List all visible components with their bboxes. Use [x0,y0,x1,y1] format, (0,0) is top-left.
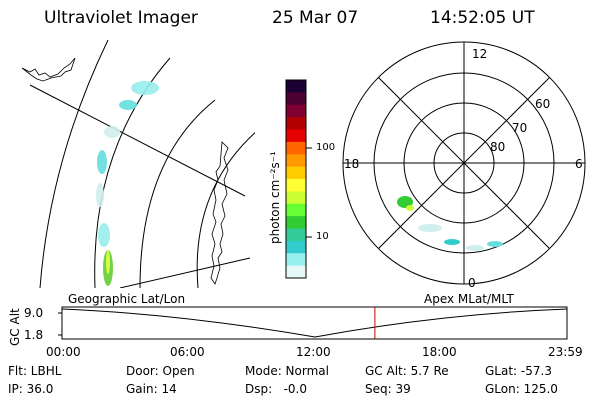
colorbar-band [286,117,306,130]
timeline-tick-1800: 18:00 [422,345,457,359]
timeline-y-min: 1.8 [24,328,44,342]
colorbar-band [286,80,306,93]
colorbar-band [286,92,306,106]
polar-label-18: 18 [344,157,360,171]
polar-aurora-oval [397,196,503,251]
colorbar-band [286,191,306,205]
map-lat-arc-4 [196,132,255,288]
info-glon: GLon: 125.0 [485,382,558,396]
map-meridian-1 [29,84,246,197]
colorbar-band [286,166,306,180]
colorbar-band [286,253,306,267]
map-meridian-2 [119,257,251,288]
colorbar-band [286,179,306,192]
map-lat-arc-2 [94,57,171,288]
colorbar-tick-100: 100 [316,142,336,153]
colorbar-tick-10: 10 [316,231,329,242]
timeline-tick-2359: 23:59 [548,345,583,359]
timeline-right-title: Apex MLat/MLT [424,292,514,306]
info-dsp: Dsp: -0.0 [245,382,308,396]
polar-lat-80: 80 [490,140,506,154]
timeline-tick-0600: 06:00 [170,345,205,359]
timeline-left-title: Geographic Lat/Lon [68,292,186,306]
colorbar-unit-label: photon cm⁻²s⁻¹ [268,151,282,244]
colorbar-band [286,129,306,143]
map-coastline-north [21,57,76,82]
colorbar-band [286,141,306,155]
info-gain: Gain: 14 [126,382,177,396]
colorbar-band [286,216,306,229]
time-label: 14:52:05 UT [430,8,535,28]
timeline-frame [61,306,568,340]
date-label: 25 Mar 07 [272,8,359,28]
colorbar-band [286,265,306,279]
colorbar-band [286,104,306,118]
info-gc-alt: GC Alt: 5.7 Re [365,364,449,378]
timeline-tick-1200: 12:00 [296,345,331,359]
polar-lat-60: 60 [535,97,551,111]
map-aurora-band [96,81,159,286]
info-seq: Seq: 39 [365,382,411,396]
info-filter: Flt: LBHL [8,364,62,378]
polar-lat-70: 70 [512,121,528,135]
polar-label-0: 0 [468,276,476,290]
colorbar-band [286,203,306,217]
polar-label-6: 6 [575,157,583,171]
timeline-altitude-curve [61,308,568,338]
timeline-tick-0000: 00:00 [46,345,81,359]
map-lat-arc-3 [139,99,216,288]
info-mode: Mode: Normal [245,364,329,378]
info-door: Door: Open [126,364,195,378]
colorbar-band [286,240,306,254]
polar-plot [342,41,586,285]
info-ip: IP: 36.0 [8,382,54,396]
polar-label-12: 12 [472,47,488,61]
map-lat-arc-1 [39,40,109,288]
colorbar-band [286,228,306,242]
timeline-y-max: 9.0 [24,306,44,320]
timeline-y-label: GC Alt [8,308,22,346]
colorbar [286,80,306,279]
map-coastline-south [210,141,229,285]
info-glat: GLat: -57.3 [485,364,552,378]
colorbar-band [286,154,306,168]
instrument-title: Ultraviolet Imager [44,8,198,28]
